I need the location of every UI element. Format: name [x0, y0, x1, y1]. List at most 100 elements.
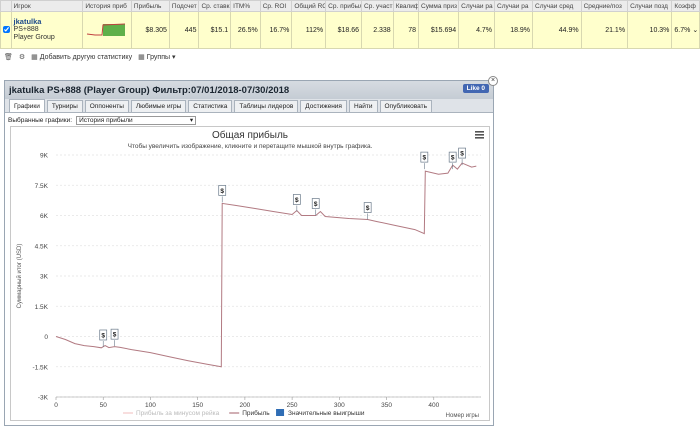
tab-8[interactable]: Опубликовать	[379, 100, 433, 112]
tab-3[interactable]: Любимые игры	[130, 100, 187, 112]
stat-cell: 10.3%	[627, 11, 673, 49]
big-win-marker[interactable]	[448, 151, 457, 163]
column-header[interactable]: Коэфф	[671, 0, 700, 12]
tab-2[interactable]: Оппоненты	[84, 100, 129, 112]
stat-cell: 4.7%	[458, 11, 496, 49]
y-tick-label: 7.5K	[35, 183, 49, 190]
stat-cell: 112%	[291, 11, 327, 49]
column-header[interactable]: Ср. ROI	[259, 0, 293, 12]
y-tick-label: 4.5K	[35, 243, 49, 250]
stat-cell: 445	[168, 11, 200, 49]
big-win-marker[interactable]	[311, 198, 320, 209]
tab-1[interactable]: Турниры	[46, 100, 83, 112]
big-win-marker[interactable]	[420, 151, 429, 163]
column-header[interactable]: История приб	[82, 0, 132, 12]
big-win-label: $	[460, 151, 464, 158]
tab-0[interactable]: Графики	[9, 99, 45, 112]
stat-cell: $15.694	[418, 11, 460, 49]
stat-cell: 21.1%	[580, 11, 629, 49]
stat-cell: 44.9%	[532, 11, 582, 49]
y-tick-label: 3K	[40, 274, 49, 281]
column-header[interactable]: Прибыль	[130, 0, 170, 12]
stat-cell: $18.66	[325, 11, 363, 49]
player-site: PS+888	[13, 26, 39, 33]
panel-tabs: Графики Турниры Оппоненты Любимые игры Стати…	[5, 99, 493, 113]
table-row[interactable]: jkatulka PS+888 Player Group $8.305 445 $1…	[0, 11, 700, 49]
big-win-marker[interactable]	[458, 147, 466, 159]
column-header[interactable]: Случаи позд	[627, 0, 673, 12]
chart-container[interactable]: Общая прибыль Чтобы увеличить изображение…	[10, 126, 490, 421]
x-axis-label: Номер игры	[446, 413, 479, 419]
big-win-label: $	[220, 188, 224, 195]
big-win-marker[interactable]	[110, 328, 119, 340]
groups-button[interactable]: ▦ Группы ▾	[138, 53, 176, 62]
menu-icon[interactable]	[475, 131, 484, 139]
column-header[interactable]: Случаи ра	[458, 0, 496, 12]
big-win-label: $	[451, 155, 455, 162]
big-win-marker[interactable]	[99, 329, 108, 341]
legend-item[interactable]: Прибыль за минусом рейка	[136, 409, 220, 417]
column-header[interactable]: Случаи сред	[532, 0, 582, 12]
profit-series-line	[55, 162, 477, 368]
big-win-marker[interactable]	[363, 202, 372, 213]
tab-7[interactable]: Найти	[348, 100, 378, 112]
column-header[interactable]: ITM%	[230, 0, 261, 12]
stat-cell: 78	[392, 11, 420, 49]
tab-4[interactable]: Статистика	[188, 100, 233, 112]
chevron-down-icon: ▾	[189, 117, 194, 124]
column-header[interactable]: Ср. ставка	[198, 0, 232, 12]
add-stats-button[interactable]: ▦ Добавить другую статистику	[31, 53, 133, 62]
row-checkbox-cell[interactable]	[0, 11, 12, 49]
x-tick-label: 150	[192, 402, 203, 409]
y-tick-label: 0	[44, 334, 48, 341]
grid-icon: ▦	[138, 54, 145, 61]
graph-selector[interactable]: История прибыли ▾	[76, 115, 197, 125]
legend-swatch[interactable]	[276, 409, 285, 416]
row-expand-icon[interactable]: ⌄	[690, 27, 699, 34]
profit-history-sparkline	[87, 23, 126, 36]
player-name[interactable]: jkatulka	[13, 17, 42, 26]
column-header[interactable]: Общий ROI	[291, 0, 327, 12]
big-win-label: $	[314, 201, 318, 208]
stat-value: 6.7%	[674, 27, 691, 34]
stat-cell: 6.7% ⌄	[671, 11, 700, 49]
column-header[interactable]: Квалиф	[392, 0, 420, 12]
big-win-label: $	[113, 332, 117, 339]
column-header[interactable]: Ср. участ	[361, 0, 394, 12]
tab-6[interactable]: Достижения	[300, 100, 347, 112]
legend-item[interactable]: Прибыль	[242, 409, 270, 417]
trash-icon[interactable]: 🗑	[4, 54, 13, 61]
profit-history-cell	[82, 11, 132, 49]
player-cell[interactable]: jkatulka PS+888 Player Group	[10, 11, 84, 49]
column-header[interactable]: Средние/поз	[580, 0, 629, 12]
big-win-label: $	[101, 332, 105, 339]
chart-title: Общая прибыль	[212, 129, 288, 141]
stat-cell: $15.1	[198, 11, 232, 49]
y-axis-label: Суммарный итог (USD)	[16, 244, 23, 309]
x-tick-label: 350	[381, 402, 392, 409]
table-icon: ▦	[31, 54, 38, 61]
column-header[interactable]: Ср. прибыль	[325, 0, 363, 12]
big-win-label: $	[366, 205, 370, 212]
player-panel: jkatulka PS+888 (Player Group) Фильтр:07…	[4, 76, 498, 426]
column-header[interactable]: Случаи ра	[494, 0, 534, 12]
tab-5[interactable]: Таблицы лидеров	[234, 100, 299, 112]
big-win-label: $	[423, 155, 427, 162]
settings-icon[interactable]: ⚙	[18, 54, 26, 61]
facebook-like-button[interactable]: Like 0	[462, 84, 489, 93]
row-checkbox[interactable]	[3, 25, 10, 33]
column-header[interactable]: Игрок	[10, 0, 84, 12]
big-win-marker[interactable]	[292, 194, 301, 205]
y-tick-label: 9K	[40, 153, 49, 160]
graph-selector-label: Выбранные графики:	[8, 116, 73, 124]
close-icon[interactable]: ×	[488, 76, 498, 86]
legend-item[interactable]: Значительные выигрыши	[288, 410, 365, 417]
y-tick-label: 1.5K	[35, 304, 49, 311]
column-header[interactable]	[0, 0, 12, 12]
player-group: Player Group	[13, 34, 55, 41]
big-win-marker[interactable]	[218, 185, 227, 196]
column-header[interactable]: Подсчет	[168, 0, 200, 12]
column-header[interactable]: Сумма приз	[418, 0, 460, 12]
stat-cell: 26.5%	[230, 11, 261, 49]
